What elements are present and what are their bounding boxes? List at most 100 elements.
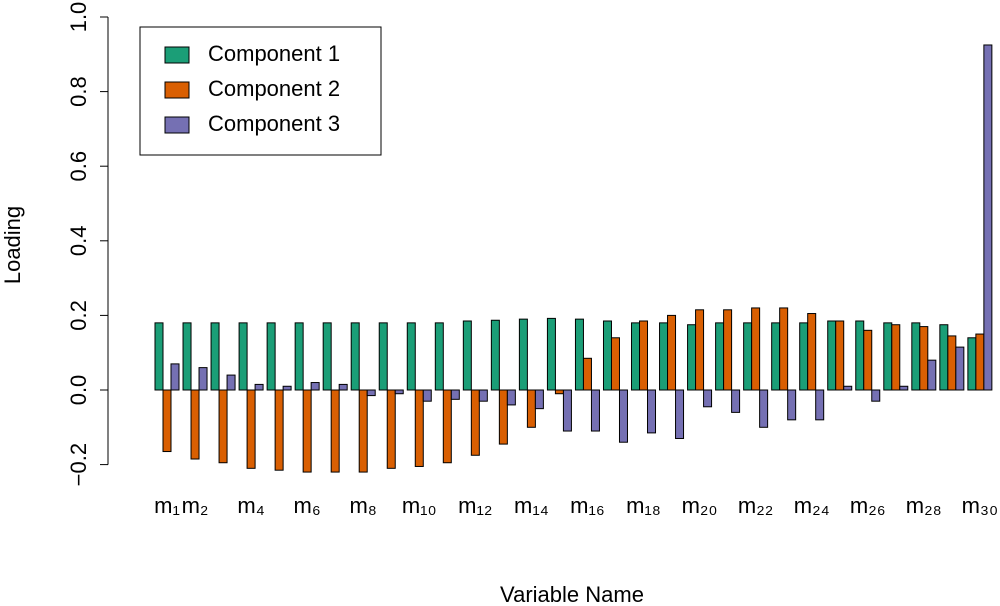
x-tick-label: m₂₂ — [738, 493, 773, 518]
bar — [534, 389, 544, 410]
bar — [799, 322, 809, 391]
bar — [518, 318, 528, 391]
bar — [815, 389, 825, 421]
bar — [771, 322, 781, 391]
y-tick-label: 0.2 — [66, 300, 91, 331]
bar — [546, 317, 556, 391]
bar — [983, 44, 993, 391]
bar — [350, 322, 360, 391]
bar — [478, 389, 488, 402]
bar — [659, 322, 669, 391]
y-tick-label: 0.8 — [66, 76, 91, 107]
bar — [554, 389, 564, 395]
bar — [162, 389, 172, 453]
bar — [703, 389, 713, 408]
bar — [731, 389, 741, 413]
bar — [274, 389, 284, 471]
bar — [394, 389, 404, 395]
bar — [787, 389, 797, 421]
bar — [338, 383, 348, 391]
bar — [855, 320, 865, 391]
x-tick-label: m₁₀ — [402, 493, 437, 518]
x-tick-label: m₄ — [237, 493, 264, 518]
bar — [582, 357, 592, 391]
bar — [190, 389, 200, 460]
bar — [723, 309, 733, 391]
bar — [602, 320, 612, 391]
x-tick-label: m₈ — [349, 493, 376, 518]
bar — [506, 389, 516, 406]
bar — [675, 389, 685, 439]
y-tick-label: 1.0 — [66, 2, 91, 33]
bar — [975, 333, 985, 391]
legend-swatch — [164, 116, 190, 134]
bar — [226, 374, 236, 391]
bar — [310, 382, 320, 391]
bar — [254, 383, 264, 391]
x-tick-label: m₁ — [154, 493, 180, 518]
bar — [574, 318, 584, 391]
bar — [386, 389, 396, 469]
bar — [322, 322, 332, 391]
bar — [695, 309, 705, 391]
bar — [450, 389, 460, 400]
bar — [246, 389, 256, 469]
bar — [843, 385, 853, 391]
bar — [647, 389, 657, 434]
bar — [687, 324, 697, 391]
bar — [863, 329, 873, 391]
bar — [266, 322, 276, 391]
bar — [470, 389, 480, 456]
bar — [378, 322, 388, 391]
bar — [154, 322, 164, 391]
bar — [442, 389, 452, 464]
bar — [294, 322, 304, 391]
bar — [618, 389, 628, 443]
bar — [330, 389, 340, 473]
bar — [218, 389, 228, 464]
bar — [198, 367, 208, 391]
bar — [967, 337, 977, 391]
legend-label: Component 1 — [208, 41, 340, 66]
legend-swatch — [164, 81, 190, 99]
x-tick-label: m₂ — [182, 493, 209, 518]
bar — [947, 335, 957, 391]
y-tick-label: 0.6 — [66, 151, 91, 182]
bar — [282, 385, 292, 391]
bar — [422, 389, 432, 402]
bar — [610, 337, 620, 391]
legend-label: Component 2 — [208, 76, 340, 101]
x-tick-label: m₂₈ — [906, 493, 942, 518]
bar — [182, 322, 192, 391]
bar — [639, 320, 649, 391]
bar — [414, 389, 424, 467]
bar — [462, 320, 472, 391]
bar — [899, 385, 909, 391]
bar — [751, 307, 761, 391]
legend-label: Component 3 — [208, 111, 340, 136]
bar — [526, 389, 536, 428]
bar — [743, 322, 753, 391]
bar — [779, 307, 789, 391]
bar — [911, 322, 921, 391]
bar — [807, 313, 817, 391]
bar — [366, 389, 376, 397]
bar — [919, 326, 929, 391]
bar — [667, 314, 677, 391]
bar — [498, 389, 508, 445]
x-tick-label: m₁₄ — [514, 493, 549, 518]
bar — [238, 322, 248, 391]
x-tick-label: m₆ — [294, 493, 321, 518]
bar — [891, 324, 901, 391]
x-tick-label: m₂₆ — [850, 493, 886, 518]
bar — [631, 322, 641, 391]
bar — [883, 322, 893, 391]
bar — [835, 320, 845, 391]
bar — [434, 322, 444, 391]
x-tick-label: m₂₀ — [682, 493, 718, 518]
x-tick-label: m₁₆ — [570, 493, 605, 518]
x-tick-label: m₃₀ — [962, 493, 998, 518]
x-tick-label: m₁₂ — [458, 493, 492, 518]
bar — [590, 389, 600, 432]
